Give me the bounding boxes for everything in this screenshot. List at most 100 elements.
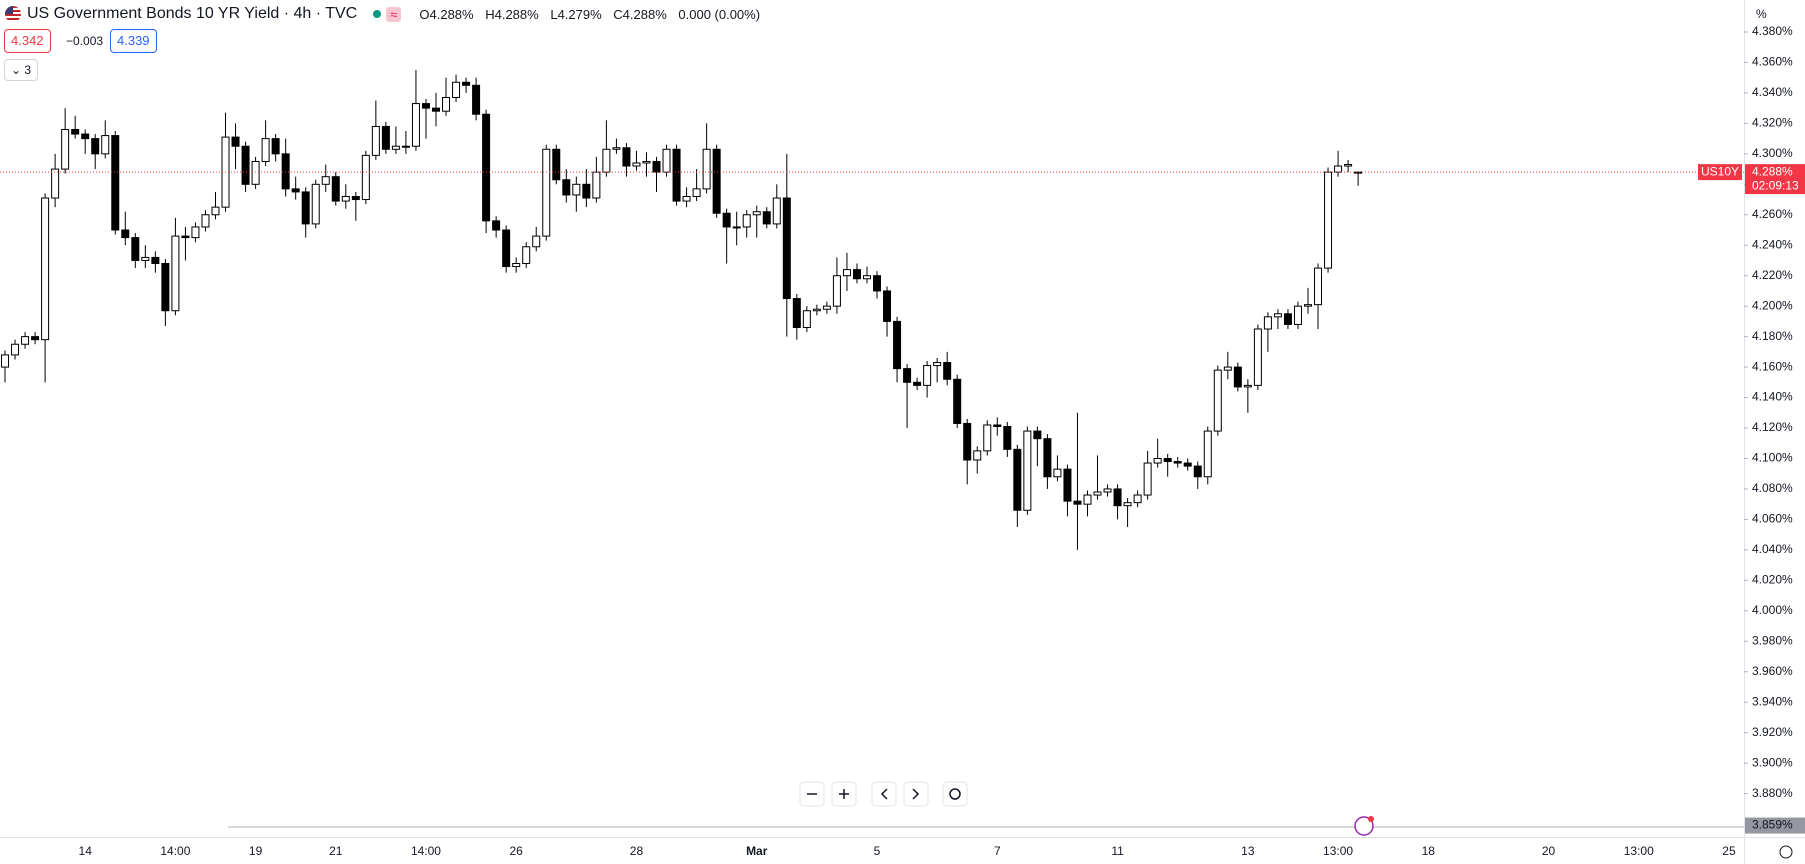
candle-body (923, 365, 932, 386)
candle-body (411, 103, 420, 147)
candle-body (642, 160, 651, 164)
scroll-left-button[interactable] (871, 781, 897, 807)
mode-badge: ≈ (386, 6, 402, 22)
candle-body (41, 197, 50, 341)
candle-body (442, 96, 451, 112)
candle-body (502, 229, 511, 268)
candle-body (151, 256, 160, 265)
spread: −0.003 (66, 34, 104, 48)
candle-body (572, 183, 581, 196)
candle-body (341, 195, 350, 202)
replay-icon[interactable] (1354, 816, 1374, 836)
flag-icon (5, 6, 21, 22)
candle-body (522, 246, 531, 265)
candle-body (612, 147, 621, 150)
zoom-out-button[interactable] (799, 781, 825, 807)
x-tick-label: 28 (630, 844, 644, 858)
candle-body (221, 136, 230, 208)
candle-body (682, 195, 691, 202)
x-tick-label: 14:00 (411, 844, 441, 858)
candle-body (1253, 328, 1262, 386)
candle-body (1083, 494, 1092, 505)
settings-icon[interactable] (1779, 845, 1793, 859)
y-tick-label: 4.180% (1752, 329, 1793, 343)
candle-body (933, 362, 942, 367)
candle-body (1033, 430, 1042, 440)
market-dot (373, 10, 382, 18)
zoom-in-button[interactable] (831, 781, 857, 807)
candle-body (321, 176, 330, 185)
notification-dot (1368, 816, 1374, 822)
candle-body (111, 135, 120, 231)
reset-icon (949, 788, 961, 800)
candle-body (1183, 462, 1192, 467)
x-tick-label: 21 (329, 844, 343, 858)
indicators-toggle[interactable]: ⌄ 3 (4, 59, 39, 81)
y-tick-label: 4.160% (1752, 359, 1793, 373)
ask-box[interactable]: 4.339 (110, 29, 157, 53)
candle-body (903, 368, 912, 383)
reset-button[interactable] (942, 781, 968, 807)
candle-body (532, 235, 541, 248)
candle-body (211, 206, 220, 216)
candle-body (762, 211, 771, 225)
candle-body (1, 354, 10, 368)
candle-body (161, 263, 170, 312)
candle-body (1203, 430, 1212, 478)
candle-body (281, 153, 290, 190)
candle-body (21, 336, 30, 345)
y-tick-label: 3.880% (1752, 786, 1793, 800)
symbol-title[interactable]: US Government Bonds 10 YR Yield · 4h · T… (27, 5, 358, 22)
candle-body (1163, 457, 1172, 463)
candle-body (852, 269, 861, 280)
candle-body (1093, 491, 1102, 496)
candle-body (1023, 430, 1032, 511)
candle-body (432, 107, 440, 112)
bid-box[interactable]: 4.342 (4, 29, 51, 53)
candle-body (1003, 425, 1012, 450)
candle-body (121, 229, 130, 239)
candle-body (472, 84, 481, 115)
candle-body (1043, 438, 1052, 478)
ohlc-label: L (550, 6, 558, 22)
candle-body (311, 183, 320, 225)
y-tick-label: 4.360% (1752, 55, 1793, 69)
x-tick-label: 13:00 (1624, 844, 1654, 858)
candle-body (371, 125, 380, 156)
candle-body (672, 148, 681, 202)
candle-body (452, 81, 461, 98)
toolbar-icons (807, 788, 920, 800)
candle-body (181, 235, 190, 239)
symbol-tag: US10Y (1701, 164, 1739, 178)
y-tick-label: 3.980% (1752, 633, 1793, 647)
candles (4, 70, 1359, 550)
candle-body (482, 113, 491, 222)
scroll-right-button[interactable] (903, 781, 929, 807)
candle-body (1324, 171, 1333, 269)
candle-body (251, 160, 260, 185)
candle-body (562, 179, 571, 196)
candle-body (1243, 384, 1252, 388)
candle-body (1293, 305, 1302, 325)
y-tick-label: 3.960% (1752, 664, 1793, 678)
candle-body (261, 138, 270, 162)
candle-body (973, 450, 982, 461)
candle-body (752, 211, 761, 216)
ohlc-label: H (485, 6, 495, 22)
candle-body (31, 336, 40, 341)
candle-body (832, 275, 841, 307)
y-tick-label: 3.900% (1752, 755, 1793, 769)
x-tick-label: 25 (1722, 844, 1736, 858)
candle-body (421, 103, 430, 109)
candle-body (351, 195, 360, 201)
candle-body (1153, 457, 1162, 464)
candle-body (1213, 369, 1222, 432)
x-tick-label: 7 (994, 844, 1001, 858)
candle-body (1273, 313, 1282, 318)
candle-body (1263, 316, 1272, 330)
candle-body (492, 220, 501, 231)
candle-body (231, 136, 240, 147)
candle-body (692, 188, 701, 197)
y-tick-label: 4.200% (1752, 298, 1793, 312)
